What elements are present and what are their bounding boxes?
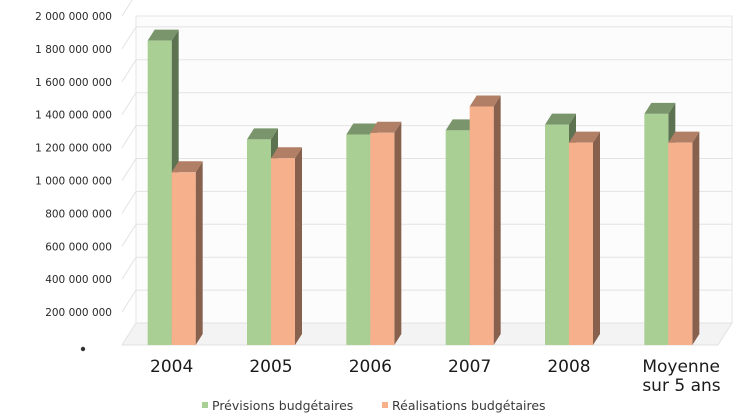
bar-side [195, 161, 203, 345]
gridline [121, 26, 732, 50]
bar-side [593, 131, 600, 345]
bar-front [445, 130, 470, 345]
y-tick-label-zero-marker [80, 346, 86, 352]
y-tick-label: 2 000 000 000 [35, 11, 112, 23]
bar-front [346, 134, 371, 345]
bar-front [644, 113, 669, 345]
legend-swatch [382, 402, 388, 408]
x-tick-label: 2004 [150, 357, 193, 377]
bar-front [668, 142, 693, 345]
bar-top [271, 147, 302, 159]
gridline [121, 125, 732, 148]
bar-side [493, 95, 501, 345]
y-tick-label: 1 400 000 000 [35, 110, 112, 122]
bar-top [644, 102, 676, 114]
y-tick-label: 200 000 000 [45, 307, 112, 319]
bar [370, 121, 402, 345]
y-tick-label: 400 000 000 [45, 274, 112, 286]
bar-top [346, 123, 378, 135]
bar-top [247, 128, 278, 140]
bar [469, 95, 501, 345]
bar [171, 161, 203, 345]
legend: Prévisions budgétaires Réalisations budgé… [202, 398, 546, 413]
x-tick-label-line: 2006 [349, 357, 392, 377]
bar-front [171, 172, 196, 345]
gridlines [121, 0, 732, 313]
bar [569, 131, 600, 345]
bar-top [569, 131, 600, 143]
floor [121, 322, 733, 346]
plot-back-wall [121, 15, 733, 346]
bar-top [469, 95, 501, 107]
bar-top [147, 29, 179, 41]
x-tick-label-line: 2004 [150, 357, 193, 377]
x-tick-label-line: sur 5 ans [642, 376, 720, 396]
gridline [121, 92, 732, 115]
bar-front [271, 158, 295, 345]
bar-top [445, 119, 477, 131]
gridline [121, 190, 732, 214]
back-wall [135, 15, 733, 324]
bar-top [171, 161, 203, 173]
legend-item: Réalisations budgétaires [382, 398, 546, 413]
bar-front [469, 106, 494, 345]
legend-swatch [202, 402, 208, 408]
bar-side [692, 131, 700, 345]
x-tick-label: 2008 [547, 357, 590, 377]
y-tick-label: 800 000 000 [45, 208, 112, 220]
legend-label: Prévisions budgétaires [212, 398, 353, 413]
x-tick-label: 2007 [448, 357, 491, 377]
legend-item: Prévisions budgétaires [202, 398, 353, 413]
y-tick-label: 600 000 000 [45, 241, 112, 253]
bar-side [394, 121, 402, 345]
x-tick-label: 2006 [349, 357, 392, 377]
x-tick-label-line: Moyenne [642, 357, 720, 377]
bar-top [370, 121, 402, 133]
y-tick-label: 1 000 000 000 [35, 176, 112, 188]
gridline [121, 256, 732, 280]
x-tick-label-line: 2007 [448, 357, 491, 377]
legend-label: Réalisations budgétaires [392, 398, 546, 413]
bar [271, 147, 302, 345]
bars [147, 29, 700, 346]
gridline [121, 0, 133, 17]
bar-side [295, 147, 302, 345]
bar-top [668, 131, 700, 143]
y-tick-label: 1 200 000 000 [35, 143, 112, 155]
bar-top [545, 113, 576, 125]
x-axis-category-labels: 2004 2005 2006 2007 2008 Moyenne sur 5 ans [150, 357, 721, 396]
bar [668, 131, 700, 345]
bar-front [147, 40, 172, 346]
bar-front [370, 132, 395, 345]
x-tick-label-line: 2005 [249, 357, 292, 377]
gridline [121, 223, 732, 247]
y-tick-label: 1 600 000 000 [35, 77, 112, 89]
y-axis-tick-labels: 200 000 000 400 000 000 600 000 000 800 000… [35, 11, 112, 352]
gridline [121, 158, 732, 181]
bar-front [247, 139, 271, 345]
gridline [121, 59, 732, 83]
gridline [121, 289, 732, 313]
x-tick-label: 2005 [249, 357, 292, 377]
bar-front [545, 124, 569, 345]
x-tick-label-line: 2008 [547, 357, 590, 377]
y-tick-label: 1 800 000 000 [35, 44, 112, 56]
x-tick-label: Moyenne sur 5 ans [642, 357, 720, 396]
bar-front [569, 142, 593, 345]
